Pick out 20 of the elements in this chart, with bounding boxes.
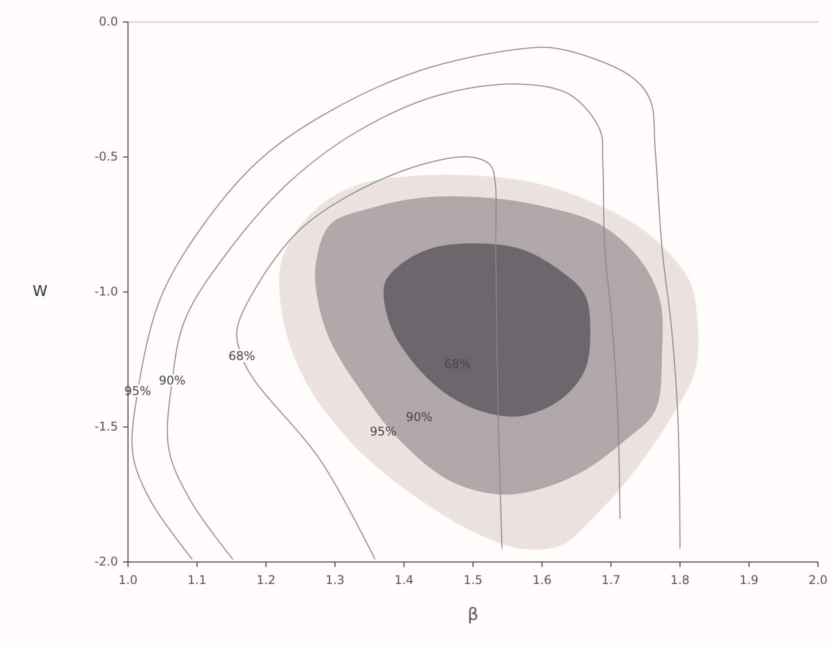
x-tick-label: 1.1: [187, 573, 207, 587]
x-tick-label: 1.9: [739, 573, 759, 587]
x-tick-label: 1.2: [256, 573, 276, 587]
y-tick-label: -1.5: [94, 419, 118, 434]
x-tick-label: 1.0: [118, 573, 138, 587]
y-tick-label: -2.0: [94, 554, 118, 568]
y-axis-title: W: [32, 282, 48, 300]
x-axis-title: β: [468, 605, 478, 625]
x-tick-label: 1.7: [601, 573, 621, 587]
x-tick-label: 1.8: [670, 573, 690, 587]
series-label: 90%: [406, 410, 433, 424]
y-tick-label: -0.5: [94, 149, 118, 164]
y-tick-label: 0.0: [98, 14, 118, 28]
x-tick-label: 1.4: [394, 573, 414, 587]
x-tick-label: 1.3: [325, 573, 345, 587]
x-tick-label: 1.5: [463, 573, 483, 587]
y-tick-label: -1.0: [94, 284, 118, 298]
x-tick-label: 2.0: [808, 573, 828, 587]
series-label: 95%: [370, 424, 396, 439]
x-tick-label: 1.6: [532, 573, 552, 587]
